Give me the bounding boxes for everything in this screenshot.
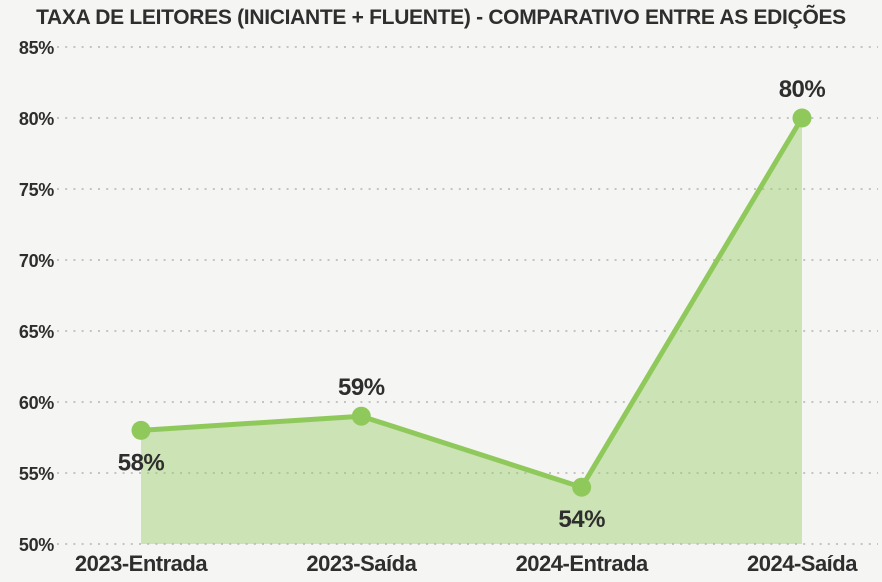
x-axis-label: 2024-Entrada: [516, 551, 649, 576]
x-axis-label: 2023-Entrada: [75, 551, 208, 576]
data-point-marker: [351, 406, 371, 426]
data-point-label: 80%: [779, 76, 826, 103]
y-tick-label: 85%: [19, 38, 54, 58]
data-point-marker: [131, 420, 151, 440]
x-axis-label: 2023-Saída: [306, 551, 417, 576]
y-tick-label: 60%: [19, 393, 54, 413]
chart-title: TAXA DE LEITORES (INICIANTE + FLUENTE) -…: [36, 6, 846, 29]
data-point-label: 59%: [338, 374, 385, 401]
y-tick-label: 80%: [19, 109, 54, 129]
data-point-label: 58%: [118, 449, 165, 476]
area-fill: [141, 118, 802, 544]
y-tick-label: 55%: [19, 464, 54, 484]
data-line: [138, 115, 805, 490]
data-point-marker: [572, 477, 592, 497]
y-tick-label: 70%: [19, 251, 54, 271]
y-tick-label: 75%: [19, 180, 54, 200]
data-point-label: 54%: [558, 506, 605, 533]
data-point-marker: [792, 108, 812, 128]
x-axis-label: 2024-Saída: [747, 551, 858, 576]
y-tick-label: 50%: [19, 535, 54, 555]
y-tick-label: 65%: [19, 322, 54, 342]
